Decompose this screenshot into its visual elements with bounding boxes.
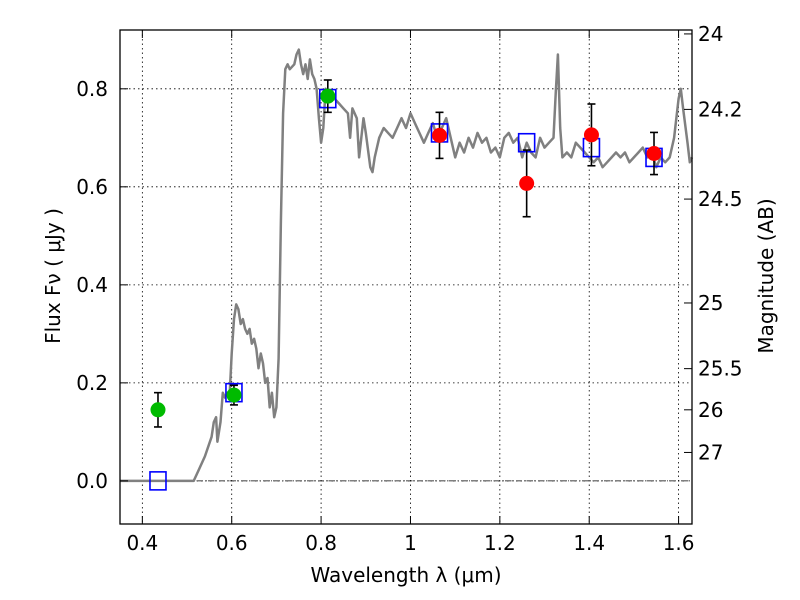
right-tick-label: 24.2 bbox=[698, 97, 743, 121]
observed-flux-point bbox=[519, 175, 535, 191]
right-tick-label: 24.5 bbox=[698, 187, 743, 211]
right-tick-label: 25.5 bbox=[698, 357, 743, 381]
model-flux-square bbox=[149, 471, 167, 491]
observed-flux-point bbox=[432, 127, 448, 143]
y-tick-label: 0.6 bbox=[76, 175, 108, 199]
right-tick-label: 25 bbox=[698, 291, 723, 315]
y-tick-label: 0.8 bbox=[76, 77, 108, 101]
right-tick-label: 24 bbox=[698, 22, 723, 46]
x-tick-label: 0.4 bbox=[126, 531, 158, 555]
observed-flux-point bbox=[646, 146, 662, 161]
right-tick-label: 26 bbox=[698, 398, 723, 422]
y-axis-label: Flux Fν ( μJy ) bbox=[41, 208, 65, 344]
x-tick-label: 1.2 bbox=[484, 531, 516, 555]
y-tick-label: 0.2 bbox=[76, 371, 108, 395]
observed-flux-point bbox=[583, 127, 599, 143]
y-axis-right-label: Magnitude (AB) bbox=[754, 198, 778, 353]
model-spectrum-line bbox=[120, 48, 694, 483]
tick-labels: 0.4 0.6 0.8 1 1.2 1.4 1.6 0.0 0.2 0.4 0.6 0.8 24 24.2… bbox=[76, 22, 742, 555]
x-tick-label: 1.6 bbox=[663, 531, 695, 555]
x-tick-label: 1.4 bbox=[573, 531, 605, 555]
y-tick-label: 0.4 bbox=[76, 273, 108, 297]
x-tick-label: 0.8 bbox=[305, 531, 337, 555]
observed-flux-point bbox=[226, 387, 242, 403]
x-tick-label: 1 bbox=[404, 531, 417, 555]
y-tick-label: 0.0 bbox=[76, 469, 108, 493]
grid-lines bbox=[120, 30, 692, 524]
x-tick-label: 0.6 bbox=[216, 531, 248, 555]
right-tick-label: 27 bbox=[698, 440, 723, 464]
plot-frame bbox=[119, 29, 693, 525]
axis-ticks bbox=[120, 30, 692, 524]
observed-flux-point bbox=[150, 402, 166, 418]
observed-flux-point bbox=[320, 88, 336, 104]
x-axis-label: Wavelength λ (μm) bbox=[310, 563, 501, 587]
data-series bbox=[120, 48, 694, 491]
